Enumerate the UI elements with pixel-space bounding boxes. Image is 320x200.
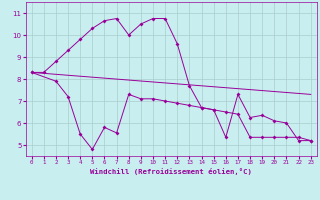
X-axis label: Windchill (Refroidissement éolien,°C): Windchill (Refroidissement éolien,°C): [90, 168, 252, 175]
